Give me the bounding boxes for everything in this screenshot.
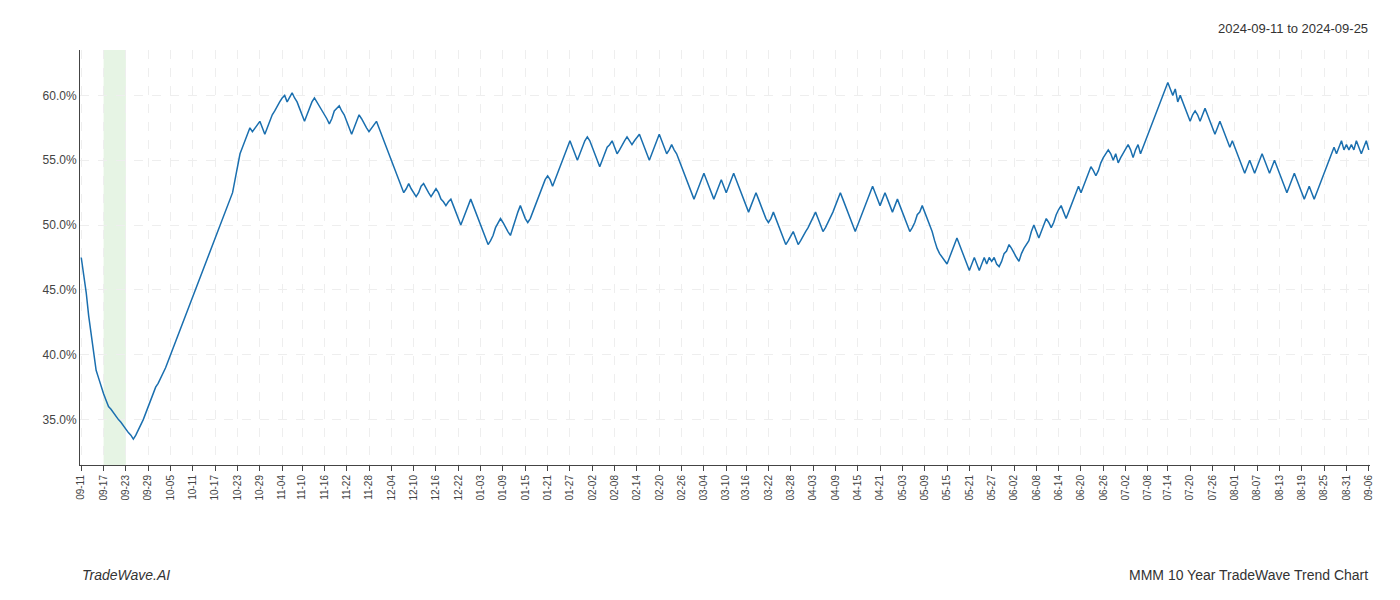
svg-text:08-07: 08-07 xyxy=(1251,475,1262,501)
svg-text:03-04: 03-04 xyxy=(698,475,709,501)
svg-text:07-02: 07-02 xyxy=(1120,475,1131,501)
svg-text:08-13: 08-13 xyxy=(1274,475,1285,501)
svg-text:45.0%: 45.0% xyxy=(43,283,77,297)
svg-text:05-15: 05-15 xyxy=(941,475,952,501)
svg-text:04-03: 04-03 xyxy=(807,475,818,501)
svg-text:12-10: 12-10 xyxy=(408,475,419,501)
svg-text:10-05: 10-05 xyxy=(165,475,176,501)
svg-text:55.0%: 55.0% xyxy=(43,153,77,167)
svg-text:07-08: 07-08 xyxy=(1142,475,1153,501)
svg-text:02-08: 02-08 xyxy=(609,475,620,501)
svg-text:08-25: 08-25 xyxy=(1318,475,1329,501)
svg-text:06-20: 06-20 xyxy=(1075,475,1086,501)
svg-text:04-21: 04-21 xyxy=(874,475,885,501)
svg-text:02-26: 02-26 xyxy=(676,475,687,501)
svg-text:01-21: 01-21 xyxy=(542,475,553,501)
svg-text:06-14: 06-14 xyxy=(1053,475,1064,501)
svg-text:35.0%: 35.0% xyxy=(43,413,77,427)
svg-text:02-14: 02-14 xyxy=(631,475,642,501)
svg-text:11-04: 11-04 xyxy=(276,475,287,500)
svg-text:03-28: 03-28 xyxy=(785,475,796,501)
svg-text:05-03: 05-03 xyxy=(897,475,908,501)
svg-text:09-23: 09-23 xyxy=(120,475,131,501)
svg-text:12-16: 12-16 xyxy=(430,475,441,501)
svg-text:11-16: 11-16 xyxy=(319,475,330,500)
svg-text:01-03: 01-03 xyxy=(475,475,486,501)
svg-text:10-23: 10-23 xyxy=(232,475,243,501)
svg-text:01-27: 01-27 xyxy=(564,475,575,501)
svg-text:11-22: 11-22 xyxy=(341,475,352,500)
svg-text:06-26: 06-26 xyxy=(1098,475,1109,501)
svg-text:60.0%: 60.0% xyxy=(43,89,77,103)
svg-text:05-21: 05-21 xyxy=(964,475,975,501)
svg-text:06-08: 06-08 xyxy=(1031,475,1042,501)
svg-text:12-22: 12-22 xyxy=(453,475,464,501)
svg-text:09-06: 09-06 xyxy=(1363,475,1374,501)
svg-text:07-14: 07-14 xyxy=(1162,475,1173,501)
svg-text:03-22: 03-22 xyxy=(763,475,774,501)
svg-text:08-31: 08-31 xyxy=(1341,475,1352,501)
svg-text:11-28: 11-28 xyxy=(363,475,374,500)
svg-text:03-10: 03-10 xyxy=(720,475,731,501)
svg-text:09-17: 09-17 xyxy=(98,475,109,501)
svg-text:10-29: 10-29 xyxy=(254,475,265,501)
svg-text:05-09: 05-09 xyxy=(919,475,930,501)
svg-text:10-17: 10-17 xyxy=(209,475,220,501)
svg-text:04-15: 04-15 xyxy=(852,475,863,501)
svg-text:05-27: 05-27 xyxy=(986,475,997,501)
svg-text:01-09: 01-09 xyxy=(497,475,508,501)
svg-text:07-20: 07-20 xyxy=(1184,475,1195,501)
svg-text:50.0%: 50.0% xyxy=(43,218,77,232)
svg-text:12-04: 12-04 xyxy=(386,475,397,501)
svg-text:40.0%: 40.0% xyxy=(43,348,77,362)
svg-text:03-16: 03-16 xyxy=(740,475,751,501)
svg-text:01-15: 01-15 xyxy=(520,475,531,501)
svg-text:06-02: 06-02 xyxy=(1008,475,1019,501)
svg-text:04-09: 04-09 xyxy=(830,475,841,501)
svg-text:10-11: 10-11 xyxy=(187,475,198,500)
svg-text:07-26: 07-26 xyxy=(1207,475,1218,501)
svg-text:MMM 10 Year TradeWave Trend Ch: MMM 10 Year TradeWave Trend Chart xyxy=(1129,567,1368,583)
svg-text:TradeWave.AI: TradeWave.AI xyxy=(82,567,170,583)
svg-text:11-10: 11-10 xyxy=(296,475,307,500)
svg-text:09-29: 09-29 xyxy=(142,475,153,501)
svg-text:09-11: 09-11 xyxy=(75,475,86,500)
svg-text:08-19: 08-19 xyxy=(1296,475,1307,501)
svg-text:02-02: 02-02 xyxy=(587,475,598,501)
svg-text:2024-09-11 to 2024-09-25: 2024-09-11 to 2024-09-25 xyxy=(1218,21,1368,36)
svg-text:02-20: 02-20 xyxy=(654,475,665,501)
svg-text:08-01: 08-01 xyxy=(1229,475,1240,501)
